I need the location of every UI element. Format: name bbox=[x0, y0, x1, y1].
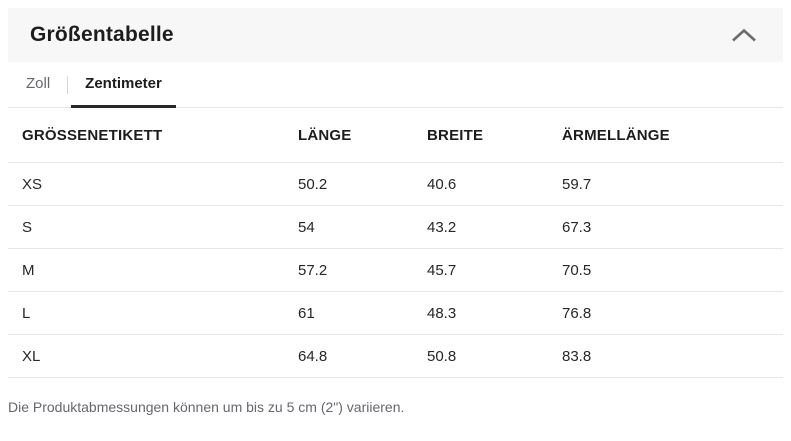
tab-zentimeter[interactable]: Zentimeter bbox=[71, 62, 176, 108]
size-table-panel: Größentabelle Zoll Zentimeter GRÖSSENETI… bbox=[8, 8, 783, 415]
size-label: L bbox=[22, 304, 31, 322]
column-header-length: LÄNGE bbox=[298, 126, 352, 144]
width-value: 45.7 bbox=[427, 261, 457, 279]
table-row: XL 64.8 50.8 83.8 bbox=[8, 335, 783, 378]
panel-header: Größentabelle bbox=[8, 8, 783, 62]
table-header-row: GRÖSSENETIKETT LÄNGE BREITE ÄRMELLÄNGE bbox=[8, 108, 783, 163]
width-value: 48.3 bbox=[427, 304, 457, 322]
width-value: 50.8 bbox=[427, 347, 457, 365]
size-label: XS bbox=[22, 175, 43, 193]
column-header-width: BREITE bbox=[427, 126, 484, 144]
sleeve-length-value: 67.3 bbox=[562, 218, 592, 236]
column-header-sleeve-length: ÄRMELLÄNGE bbox=[562, 126, 670, 144]
sleeve-length-value: 70.5 bbox=[562, 261, 592, 279]
size-label: S bbox=[22, 218, 33, 236]
collapse-button[interactable] bbox=[729, 23, 759, 47]
tab-divider bbox=[67, 75, 69, 94]
sleeve-length-value: 83.8 bbox=[562, 347, 592, 365]
length-value: 61 bbox=[298, 304, 315, 322]
length-value: 64.8 bbox=[298, 347, 328, 365]
column-header-size-label: GRÖSSENETIKETT bbox=[22, 126, 163, 144]
table-row: XS 50.2 40.6 59.7 bbox=[8, 163, 783, 206]
length-value: 57.2 bbox=[298, 261, 328, 279]
measurement-disclaimer: Die Produktabmessungen können um bis zu … bbox=[8, 399, 405, 415]
length-value: 50.2 bbox=[298, 175, 328, 193]
page-title: Größentabelle bbox=[30, 23, 174, 46]
length-value: 54 bbox=[298, 218, 315, 236]
size-label: M bbox=[22, 261, 35, 279]
size-label: XL bbox=[22, 347, 41, 365]
table-row: L 61 48.3 76.8 bbox=[8, 292, 783, 335]
sleeve-length-value: 76.8 bbox=[562, 304, 592, 322]
sleeve-length-value: 59.7 bbox=[562, 175, 592, 193]
tab-zoll[interactable]: Zoll bbox=[26, 75, 51, 92]
table-row: M 57.2 45.7 70.5 bbox=[8, 249, 783, 292]
table-row: S 54 43.2 67.3 bbox=[8, 206, 783, 249]
unit-tabs: Zoll Zentimeter bbox=[8, 62, 783, 108]
width-value: 43.2 bbox=[427, 218, 457, 236]
chevron-up-icon bbox=[729, 26, 759, 44]
width-value: 40.6 bbox=[427, 175, 457, 193]
